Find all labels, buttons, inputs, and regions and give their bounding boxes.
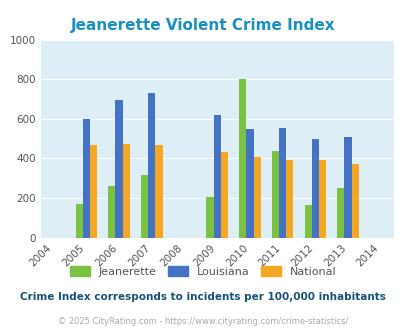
Bar <box>311 139 318 238</box>
Bar <box>343 137 351 238</box>
Bar <box>304 205 311 238</box>
Bar <box>286 160 293 238</box>
Bar <box>278 128 286 238</box>
Bar <box>148 93 155 238</box>
Text: © 2025 CityRating.com - https://www.cityrating.com/crime-statistics/: © 2025 CityRating.com - https://www.city… <box>58 317 347 326</box>
Bar <box>213 115 220 238</box>
Bar <box>108 186 115 238</box>
Legend: Jeanerette, Louisiana, National: Jeanerette, Louisiana, National <box>65 261 340 281</box>
Bar <box>253 157 260 238</box>
Bar <box>318 160 325 238</box>
Bar <box>75 204 83 238</box>
Bar <box>271 151 278 238</box>
Bar <box>206 197 213 238</box>
Bar <box>122 144 130 238</box>
Bar <box>83 119 90 238</box>
Bar <box>90 145 97 238</box>
Bar <box>220 152 228 238</box>
Text: Crime Index corresponds to incidents per 100,000 inhabitants: Crime Index corresponds to incidents per… <box>20 292 385 302</box>
Bar <box>337 188 343 238</box>
Bar <box>141 175 148 238</box>
Bar <box>246 129 253 238</box>
Bar <box>239 79 246 238</box>
Bar <box>115 100 122 238</box>
Bar <box>155 145 162 238</box>
Text: Jeanerette Violent Crime Index: Jeanerette Violent Crime Index <box>70 18 335 33</box>
Bar <box>351 164 358 238</box>
